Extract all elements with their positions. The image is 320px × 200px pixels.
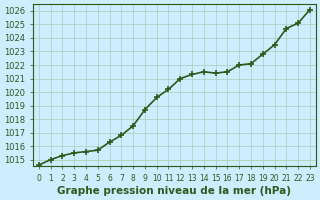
X-axis label: Graphe pression niveau de la mer (hPa): Graphe pression niveau de la mer (hPa)	[57, 186, 292, 196]
